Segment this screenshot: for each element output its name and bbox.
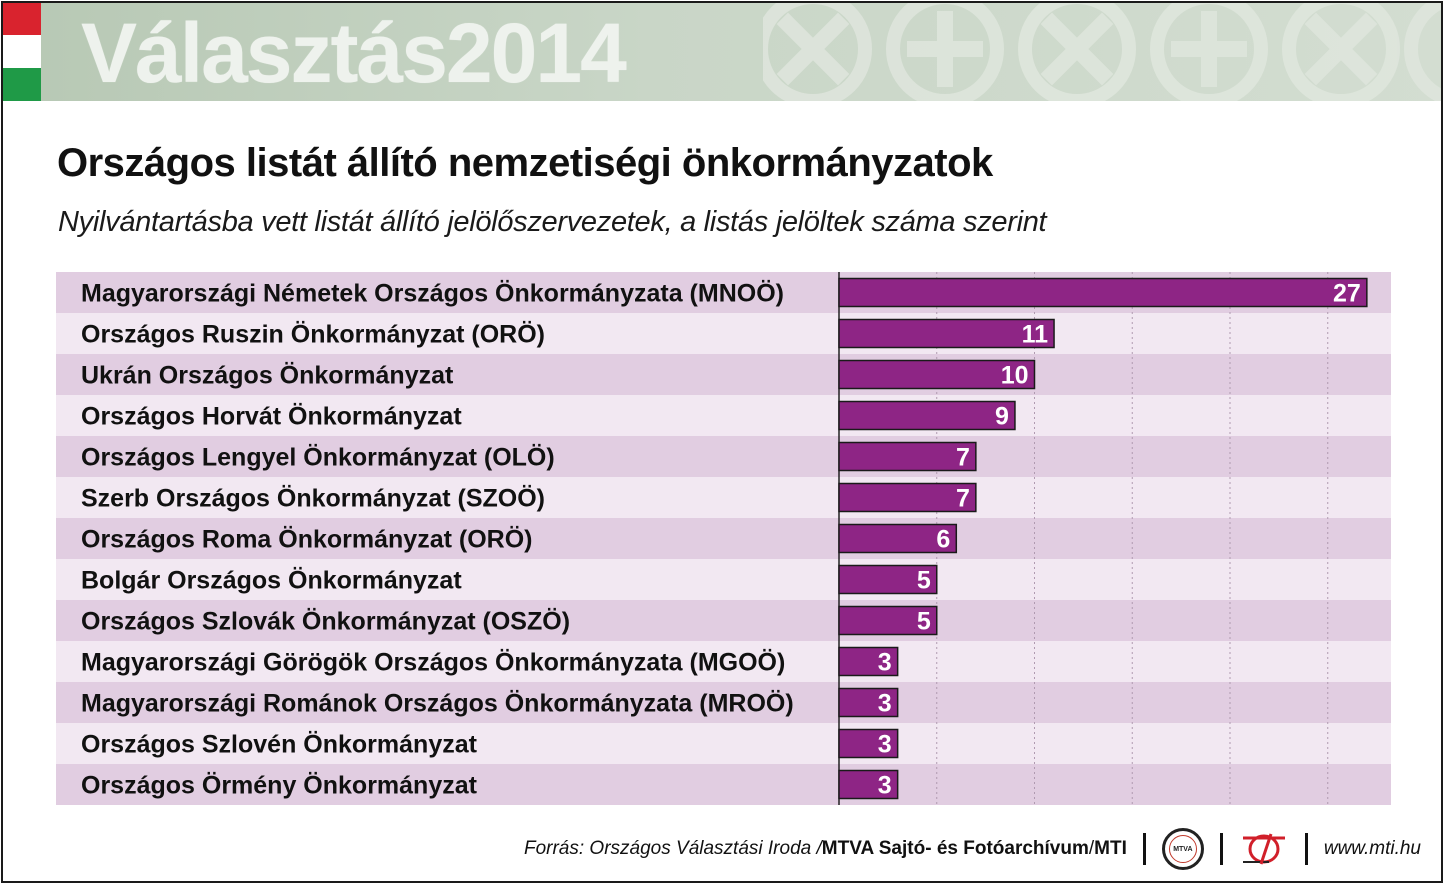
chart-title: Országos listát állító nemzetiségi önkor… bbox=[57, 141, 993, 185]
row-background bbox=[56, 354, 1391, 395]
data-label: 3 bbox=[878, 731, 892, 759]
bar bbox=[838, 769, 899, 800]
mtva-logo-text: MTVA bbox=[1173, 845, 1193, 853]
source-separator: / bbox=[1088, 838, 1095, 859]
bar bbox=[838, 318, 1055, 349]
data-label: 3 bbox=[878, 772, 892, 800]
chart-subtitle: Nyilvántartásba vett listát állító jelöl… bbox=[58, 206, 1047, 238]
row-background bbox=[56, 395, 1391, 436]
data-label: 3 bbox=[878, 649, 892, 677]
footer-divider bbox=[1219, 833, 1223, 865]
category-label: Magyarországi Románok Országos Önkormány… bbox=[81, 689, 794, 718]
category-label: Országos Lengyel Önkormányzat (OLÖ) bbox=[81, 443, 555, 472]
category-label: Országos Szlovák Önkormányzat (OSZÖ) bbox=[81, 607, 570, 636]
mti-logo-icon bbox=[1242, 833, 1285, 865]
bar bbox=[838, 441, 977, 472]
hungarian-flag-icon bbox=[3, 3, 41, 101]
bar bbox=[838, 359, 1036, 390]
source-mti: MTI bbox=[1094, 838, 1127, 859]
footer-divider bbox=[1142, 833, 1146, 865]
data-label: 5 bbox=[917, 567, 931, 595]
category-label: Országos Ruszin Önkormányzat (ORÖ) bbox=[81, 320, 545, 349]
row-background bbox=[56, 477, 1391, 518]
category-label: Országos Örmény Önkormányzat bbox=[81, 771, 478, 800]
source-org: MTVA Sajtó- és Fotóarchívum bbox=[821, 838, 1089, 859]
row-background bbox=[56, 723, 1391, 764]
bar bbox=[838, 277, 1368, 308]
data-label: 3 bbox=[878, 690, 892, 718]
bar bbox=[838, 687, 899, 718]
data-label: 9 bbox=[995, 403, 1009, 431]
ballot-symbols-decoration bbox=[763, 3, 1441, 101]
bar-chart: Magyarországi Németek Országos Önkormány… bbox=[56, 272, 1391, 805]
election-banner: Választás2014 bbox=[3, 3, 1441, 101]
data-label: 27 bbox=[1333, 280, 1361, 308]
bar bbox=[838, 400, 1016, 431]
row-background bbox=[56, 641, 1391, 682]
source-text: Forrás: Országos Választási Iroda / bbox=[523, 838, 822, 859]
row-background bbox=[56, 600, 1391, 641]
data-label: 10 bbox=[1001, 362, 1029, 390]
bar bbox=[838, 523, 958, 554]
bar bbox=[838, 646, 899, 677]
row-background bbox=[56, 682, 1391, 723]
category-label: Ukrán Országos Önkormányzat bbox=[81, 361, 454, 390]
bar bbox=[838, 482, 977, 513]
bar bbox=[838, 728, 899, 759]
banner-title: Választás2014 bbox=[81, 6, 627, 100]
mtva-logo-icon: MTVA bbox=[1161, 828, 1204, 870]
category-label: Országos Szlovén Önkormányzat bbox=[81, 730, 478, 759]
category-label: Szerb Országos Önkormányzat (SZOÖ) bbox=[81, 484, 545, 513]
footer-divider bbox=[1304, 833, 1308, 865]
row-background bbox=[56, 436, 1391, 477]
data-label: 6 bbox=[936, 526, 950, 554]
data-label: 7 bbox=[956, 485, 970, 513]
row-background bbox=[56, 518, 1391, 559]
data-label: 11 bbox=[1022, 321, 1049, 349]
source-url[interactable]: www.mti.hu bbox=[1323, 838, 1421, 859]
footer: Forrás: Országos Választási Iroda / MTVA… bbox=[523, 828, 1421, 870]
category-label: Országos Horvát Önkormányzat bbox=[81, 402, 462, 431]
bar bbox=[838, 605, 938, 636]
category-label: Magyarországi Görögök Országos Önkormány… bbox=[81, 648, 785, 677]
row-background bbox=[56, 313, 1391, 354]
data-label: 7 bbox=[956, 444, 970, 472]
bar bbox=[838, 564, 938, 595]
category-label: Országos Roma Önkormányzat (ORÖ) bbox=[81, 525, 532, 554]
row-background bbox=[56, 559, 1391, 600]
data-label: 5 bbox=[917, 608, 931, 636]
category-label: Bolgár Országos Önkormányzat bbox=[81, 566, 462, 595]
category-label: Magyarországi Németek Országos Önkormány… bbox=[81, 279, 784, 308]
row-background bbox=[56, 764, 1391, 805]
